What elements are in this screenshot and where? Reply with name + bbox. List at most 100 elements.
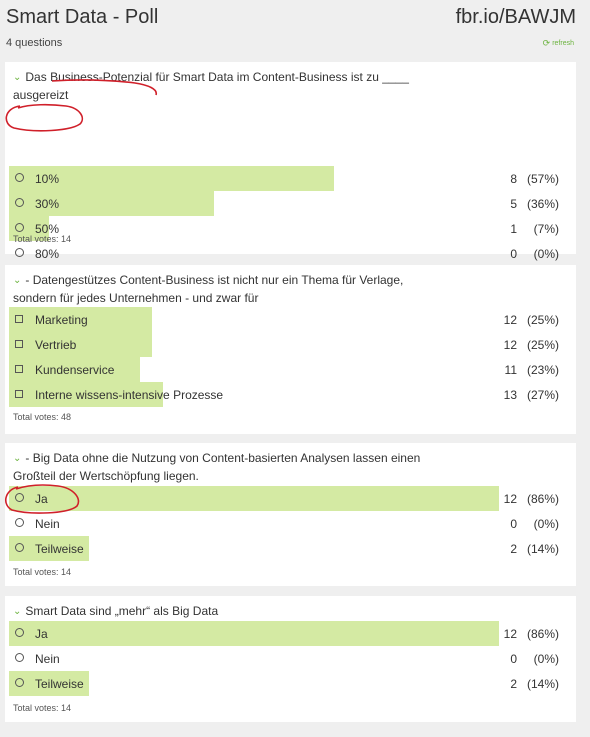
poll-header: Smart Data - Poll fbr.io/BAWJM 4 questio…: [0, 0, 590, 56]
option-percent: (7%): [533, 222, 559, 236]
question-text: Smart Data sind „mehr“ als Big Data: [25, 604, 219, 618]
option-votes: 12: [503, 313, 517, 327]
option-percent: (14%): [526, 677, 559, 691]
option-percent: (0%): [533, 247, 559, 261]
option-label: 80%: [35, 247, 60, 261]
option-percent: (27%): [526, 388, 559, 402]
question-title[interactable]: ⌄ Smart Data sind „mehr“ als Big Data: [13, 603, 433, 621]
poll-option[interactable]: 10% 8 (57%): [5, 166, 576, 191]
short-url[interactable]: fbr.io/BAWJM: [455, 6, 576, 28]
option-percent: (57%): [526, 172, 559, 186]
poll-option[interactable]: Vertrieb 12 (25%): [5, 332, 576, 357]
chevron-down-icon[interactable]: ⌄: [13, 72, 22, 83]
poll-option[interactable]: Interne wissens-intensive Prozesse 13 (27%…: [5, 382, 576, 407]
option-votes: 1: [510, 222, 517, 236]
option-radio[interactable]: [15, 173, 24, 182]
question-text: - Datengestützes Content-Business ist ni…: [13, 273, 404, 305]
poll-option[interactable]: Ja 12 (86%): [5, 621, 576, 646]
option-votes: 5: [510, 197, 517, 211]
option-label: Teilweise: [35, 677, 84, 691]
poll-option[interactable]: 30% 5 (36%): [5, 191, 576, 216]
chevron-down-icon[interactable]: ⌄: [13, 453, 22, 464]
option-percent: (0%): [533, 652, 559, 666]
question-card: ⌄ - Big Data ohne die Nutzung von Content…: [5, 443, 576, 586]
option-percent: (86%): [526, 492, 559, 506]
refresh-icon: ⟳: [542, 38, 551, 48]
option-votes: 0: [510, 247, 517, 261]
poll-option[interactable]: Marketing 12 (25%): [5, 307, 576, 332]
vote-share-bar: [9, 621, 499, 646]
option-votes: 11: [504, 363, 517, 377]
option-label: Vertrieb: [35, 338, 77, 352]
vote-share-bar: [9, 307, 152, 332]
poll-option[interactable]: 50% 1 (7%): [5, 216, 576, 241]
poll-option[interactable]: Kundenservice 11 (23%): [5, 357, 576, 382]
refresh-label: refresh: [552, 40, 574, 47]
poll-option[interactable]: Teilweise 2 (14%): [5, 536, 576, 561]
poll-option[interactable]: Teilweise 2 (14%): [5, 671, 576, 696]
option-checkbox[interactable]: [15, 365, 23, 373]
option-label: 50%: [35, 222, 60, 236]
option-votes: 2: [510, 677, 517, 691]
option-votes: 12: [503, 627, 517, 641]
page-title: Smart Data - Poll: [6, 6, 159, 28]
chevron-down-icon[interactable]: ⌄: [13, 275, 22, 286]
vote-share-bar: [9, 382, 163, 407]
vote-share-bar: [9, 191, 214, 216]
total-votes: Total votes: 14: [13, 234, 72, 244]
option-votes: 8: [510, 172, 517, 186]
option-votes: 2: [510, 542, 517, 556]
option-radio[interactable]: [15, 223, 24, 232]
option-checkbox[interactable]: [15, 340, 23, 348]
option-checkbox[interactable]: [15, 390, 23, 398]
option-label: Nein: [35, 652, 60, 666]
option-label: Kundenservice: [35, 363, 115, 377]
option-radio[interactable]: [15, 493, 24, 502]
question-title[interactable]: ⌄ - Big Data ohne die Nutzung von Content…: [13, 450, 433, 485]
option-votes: 13: [503, 388, 517, 402]
option-percent: (25%): [526, 313, 559, 327]
poll-option[interactable]: Nein 0 (0%): [5, 511, 576, 536]
vote-share-bar: [9, 486, 499, 511]
question-title[interactable]: ⌄ Das Business-Potenzial für Smart Data i…: [13, 69, 433, 104]
option-votes: 12: [503, 492, 517, 506]
option-radio[interactable]: [15, 198, 24, 207]
option-votes: 0: [510, 517, 517, 531]
option-radio[interactable]: [15, 543, 24, 552]
option-radio[interactable]: [15, 248, 24, 257]
question-title[interactable]: ⌄ - Datengestützes Content-Business ist n…: [13, 272, 433, 307]
option-label: Ja: [35, 492, 48, 506]
question-count: 4 questions: [6, 37, 63, 49]
question-card: ⌄ Das Business-Potenzial für Smart Data i…: [5, 62, 576, 286]
question-card: ⌄ Smart Data sind „mehr“ als Big Data Ja 12…: [5, 596, 576, 722]
option-label: 30%: [35, 197, 60, 211]
total-votes: Total votes: 48: [13, 412, 72, 422]
option-percent: (36%): [526, 197, 559, 211]
question-card: ⌄ - Datengestützes Content-Business ist n…: [5, 265, 576, 434]
option-percent: (14%): [526, 542, 559, 556]
option-radio[interactable]: [15, 628, 24, 637]
option-radio[interactable]: [15, 678, 24, 687]
question-text: - Big Data ohne die Nutzung von Content-…: [13, 451, 421, 483]
vote-share-bar: [9, 357, 140, 382]
option-label: Interne wissens-intensive Prozesse: [35, 388, 224, 402]
option-label: Teilweise: [35, 542, 84, 556]
option-label: Marketing: [35, 313, 88, 327]
option-label: Nein: [35, 517, 60, 531]
chevron-down-icon[interactable]: ⌄: [13, 606, 22, 617]
option-checkbox[interactable]: [15, 315, 23, 323]
option-percent: (0%): [533, 517, 559, 531]
option-percent: (25%): [526, 338, 559, 352]
poll-option[interactable]: 80% 0 (0%): [5, 241, 576, 266]
question-text: Das Business-Potenzial für Smart Data im…: [13, 70, 409, 102]
option-label: Ja: [35, 627, 48, 641]
option-percent: (23%): [526, 363, 559, 377]
poll-option[interactable]: Nein 0 (0%): [5, 646, 576, 671]
option-percent: (86%): [526, 627, 559, 641]
poll-option[interactable]: Ja 12 (86%): [5, 486, 576, 511]
option-votes: 12: [503, 338, 517, 352]
option-radio[interactable]: [15, 653, 24, 662]
option-label: 10%: [35, 172, 60, 186]
option-radio[interactable]: [15, 518, 24, 527]
refresh-button[interactable]: ⟳ refresh: [543, 38, 574, 49]
